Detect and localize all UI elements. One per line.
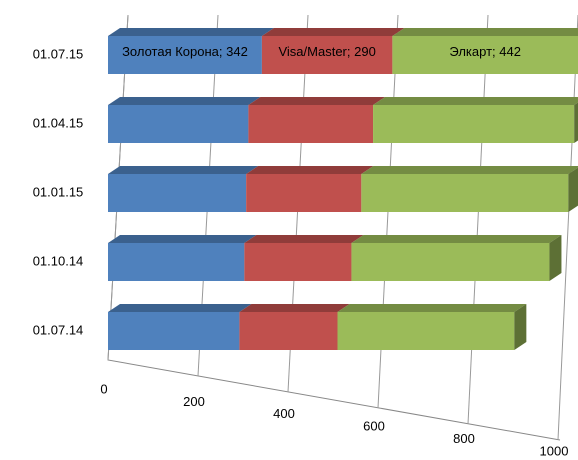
x-tick-label: 1000 — [540, 443, 569, 458]
bar — [108, 36, 262, 74]
bar-top — [261, 28, 405, 36]
bar-top — [108, 97, 261, 105]
bar-top — [108, 28, 274, 36]
bar-top — [244, 235, 364, 243]
x-tick-label: 800 — [453, 431, 475, 446]
bar — [244, 243, 352, 281]
x-tick-label: 400 — [273, 406, 295, 421]
y-tick-label: 01.10.14 — [33, 253, 84, 268]
x-tick-label: 0 — [100, 381, 107, 396]
bar-top — [239, 304, 350, 312]
data-label: Элкарт; 442 — [449, 43, 521, 59]
bar — [108, 174, 247, 212]
y-tick-label: 01.07.14 — [33, 322, 84, 337]
bar-top — [108, 166, 259, 174]
bar — [108, 105, 249, 143]
bar-end — [549, 235, 562, 281]
bar — [108, 312, 240, 350]
bar — [392, 36, 578, 74]
bar — [239, 312, 338, 350]
bar-top — [246, 166, 374, 174]
bar-top — [361, 166, 578, 174]
bar-end — [574, 102, 578, 143]
bar-top — [108, 235, 257, 243]
bar-top — [351, 235, 562, 243]
y-tick-label: 01.01.15 — [33, 184, 84, 199]
x-tick-label: 600 — [363, 419, 385, 434]
bar — [108, 243, 245, 281]
x-tick-label: 200 — [183, 394, 205, 409]
data-label: Visa/Master; 290 — [278, 43, 376, 59]
grid-line — [467, 14, 489, 425]
bar-top — [248, 97, 386, 105]
bar-end — [568, 167, 578, 212]
data-label: Золотая Корона; 342 — [122, 43, 248, 59]
bar — [248, 105, 374, 143]
bar-top — [337, 304, 527, 312]
bar-top — [373, 97, 578, 105]
bar — [373, 105, 575, 143]
bar-top — [108, 304, 252, 312]
bar-top — [392, 28, 578, 36]
y-tick-label: 01.07.15 — [33, 46, 84, 61]
bar — [337, 312, 515, 350]
bar — [351, 243, 550, 281]
y-tick-label: 01.04.15 — [33, 115, 84, 130]
bar — [361, 174, 569, 212]
axis-wall — [107, 14, 561, 441]
bar — [246, 174, 362, 212]
grid-line — [557, 14, 578, 441]
bar — [261, 36, 393, 74]
bar-end — [514, 304, 527, 350]
